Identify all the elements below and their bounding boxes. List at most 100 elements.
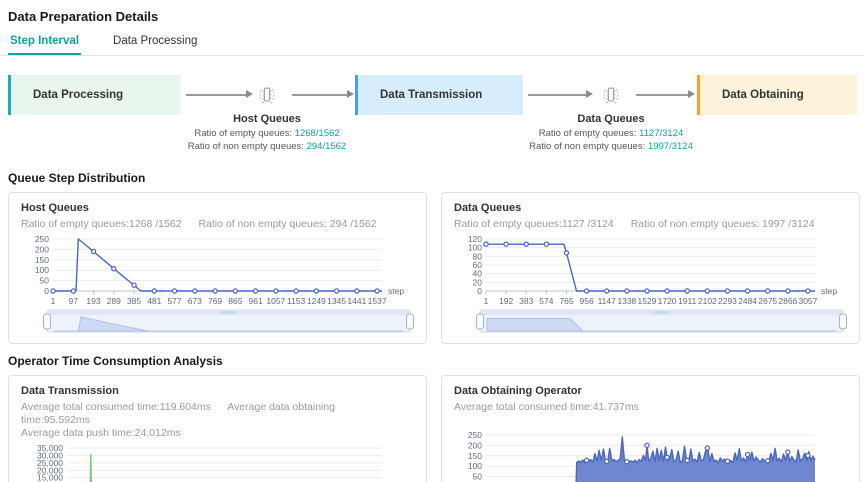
svg-text:1720: 1720 bbox=[658, 296, 677, 306]
svg-text:577: 577 bbox=[167, 296, 181, 306]
svg-text:0: 0 bbox=[44, 286, 49, 296]
svg-text:step: step bbox=[388, 286, 404, 296]
section-queue-step-distribution: Queue Step Distribution bbox=[8, 171, 146, 185]
svg-text:1345: 1345 bbox=[327, 296, 346, 306]
flow-arrow bbox=[186, 90, 253, 98]
data-obtaining-operator-card: Data Obtaining Operator Average total co… bbox=[441, 375, 860, 482]
svg-text:961: 961 bbox=[248, 296, 262, 306]
svg-text:385: 385 bbox=[127, 296, 141, 306]
svg-text:100: 100 bbox=[468, 461, 482, 471]
svg-text:1249: 1249 bbox=[307, 296, 326, 306]
empty-ratio-label: Ratio of empty queues: bbox=[538, 128, 637, 139]
svg-text:100: 100 bbox=[35, 265, 49, 275]
flow-arrow bbox=[528, 90, 593, 98]
svg-text:289: 289 bbox=[107, 296, 121, 306]
svg-text:60: 60 bbox=[473, 260, 483, 270]
svg-text:1911: 1911 bbox=[678, 296, 697, 306]
subtitle-part: Average total consumed time:119.604ms bbox=[21, 401, 211, 413]
card-title: Data Queues bbox=[454, 202, 522, 214]
svg-text:0: 0 bbox=[477, 286, 482, 296]
subtitle-part: Average data obtaining time:95.592ms bbox=[21, 401, 336, 426]
nonempty-ratio-label: Ratio of non empty queues: bbox=[187, 141, 304, 152]
svg-text:1441: 1441 bbox=[347, 296, 366, 306]
svg-text:1153: 1153 bbox=[287, 296, 306, 306]
empty-ratio-value[interactable]: 1268/1562 bbox=[294, 128, 340, 139]
svg-text:192: 192 bbox=[499, 296, 513, 306]
subtitle-part: Ratio of non empty queues: 1997 /3124 bbox=[630, 218, 815, 230]
svg-text:250: 250 bbox=[468, 430, 482, 440]
stage-data-obtaining: Data Obtaining bbox=[697, 75, 857, 115]
svg-text:100: 100 bbox=[468, 243, 482, 253]
svg-text:step: step bbox=[821, 286, 837, 296]
svg-text:10,000: 10,000 bbox=[37, 480, 63, 482]
svg-text:481: 481 bbox=[147, 296, 161, 306]
svg-text:956: 956 bbox=[580, 296, 594, 306]
data-queues-title: Data Queues bbox=[577, 113, 645, 125]
tab-bar: Step Interval Data Processing bbox=[0, 28, 864, 56]
svg-text:150: 150 bbox=[468, 451, 482, 461]
svg-text:673: 673 bbox=[188, 296, 202, 306]
svg-text:1529: 1529 bbox=[638, 296, 657, 306]
datazoom-slider[interactable] bbox=[43, 309, 414, 333]
data-transmission-chart[interactable]: 05,00010,00015,00020,00025,00030,00035,0… bbox=[21, 443, 414, 482]
card-subtitle: Average total consumed time:119.604ms Av… bbox=[21, 401, 414, 440]
nonempty-ratio-value[interactable]: 294/1562 bbox=[306, 141, 347, 152]
svg-text:1: 1 bbox=[51, 296, 56, 306]
svg-text:574: 574 bbox=[539, 296, 553, 306]
datazoom-handle-right[interactable] bbox=[406, 313, 414, 330]
stage-data-processing: Data Processing bbox=[8, 75, 181, 115]
queue-charts-row: Host Queues Ratio of empty queues:1268 /… bbox=[8, 192, 860, 344]
data-transmission-svg: 05,00010,00015,00020,00025,00030,00035,0… bbox=[37, 443, 382, 482]
empty-ratio-label: Ratio of empty queues: bbox=[194, 128, 293, 139]
svg-text:1: 1 bbox=[484, 296, 489, 306]
svg-text:120: 120 bbox=[468, 234, 482, 244]
datazoom-handle-right[interactable] bbox=[839, 313, 847, 330]
subtitle-part: Ratio of empty queues:1127 /3124 bbox=[454, 218, 614, 230]
tab-step-interval[interactable]: Step Interval bbox=[8, 28, 82, 55]
datazoom-handle-left[interactable] bbox=[476, 313, 484, 330]
svg-text:80: 80 bbox=[473, 251, 483, 261]
svg-text:865: 865 bbox=[228, 296, 242, 306]
data-queues-chart[interactable]: 0 20 40 60 80 100 120 1 192 383 574 765 956 1147 1338 1… bbox=[454, 234, 847, 339]
data-queues-card: Data Queues Ratio of empty queues:1127 /… bbox=[441, 192, 860, 344]
nonempty-ratio-label: Ratio of non empty queues: bbox=[529, 141, 646, 152]
data-obtaining-operator-chart[interactable]: 0501001502002501192383574765956114713381… bbox=[454, 430, 847, 482]
page-title: Data Preparation Details bbox=[8, 9, 159, 24]
data-obtaining-operator-svg: 0501001502002501192383574765956114713381… bbox=[468, 430, 816, 482]
svg-text:2293: 2293 bbox=[718, 296, 737, 306]
nonempty-ratio-value[interactable]: 1997/3124 bbox=[647, 141, 693, 152]
card-title: Data Transmission bbox=[21, 385, 119, 397]
svg-text:2675: 2675 bbox=[758, 296, 777, 306]
svg-text:383: 383 bbox=[519, 296, 533, 306]
flow-arrow bbox=[292, 90, 354, 98]
host-queues-chart[interactable]: 0 50 100 150 200 250 1 97 193 289 385 481 577 673 769 8… bbox=[21, 234, 414, 339]
data-transmission-card: Data Transmission Average total consumed… bbox=[8, 375, 427, 482]
svg-text:1537: 1537 bbox=[368, 296, 387, 306]
svg-text:25,000: 25,000 bbox=[37, 458, 63, 468]
svg-text:97: 97 bbox=[69, 296, 79, 306]
flow-arrow bbox=[636, 90, 695, 98]
svg-text:2866: 2866 bbox=[778, 296, 797, 306]
svg-text:40: 40 bbox=[473, 269, 483, 279]
host-queues-card: Host Queues Ratio of empty queues:1268 /… bbox=[8, 192, 427, 344]
svg-text:20,000: 20,000 bbox=[37, 465, 63, 475]
section-operator-time-consumption: Operator Time Consumption Analysis bbox=[8, 354, 223, 368]
datazoom-handle-left[interactable] bbox=[43, 313, 51, 330]
host-queues-title: Host Queues bbox=[233, 113, 301, 125]
svg-text:1338: 1338 bbox=[617, 296, 636, 306]
subtitle-part: Average total consumed time:41.737ms bbox=[454, 401, 639, 413]
svg-text:200: 200 bbox=[468, 440, 482, 450]
svg-text:250: 250 bbox=[35, 234, 49, 244]
svg-text:193: 193 bbox=[86, 296, 100, 306]
svg-text:15,000: 15,000 bbox=[37, 473, 63, 482]
tab-data-processing[interactable]: Data Processing bbox=[113, 35, 198, 47]
card-subtitle: Ratio of empty queues:1127 /3124 Ratio o… bbox=[454, 218, 847, 231]
stage-data-transmission: Data Transmission bbox=[355, 75, 523, 115]
card-title: Data Obtaining Operator bbox=[454, 385, 582, 397]
datazoom-slider[interactable] bbox=[476, 309, 847, 333]
empty-ratio-value[interactable]: 1127/3124 bbox=[639, 128, 684, 139]
queue-icon bbox=[259, 87, 275, 103]
